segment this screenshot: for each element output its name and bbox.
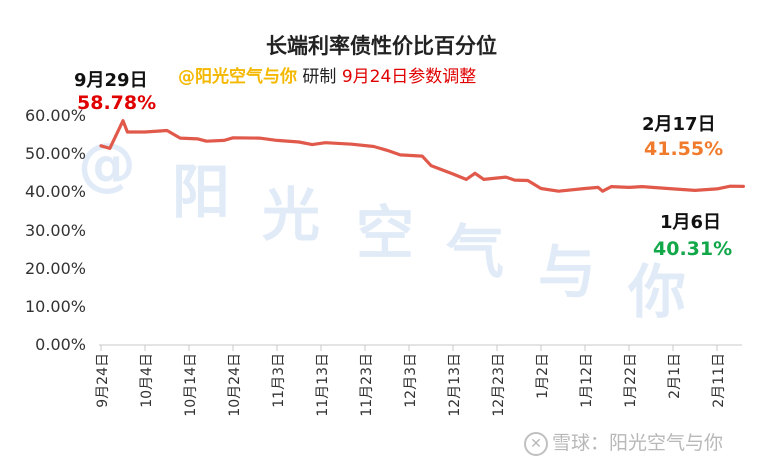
y-tick-label: 30.00% (24, 220, 86, 240)
watermark-glyph: 你 (628, 258, 687, 326)
x-tick-label: 11月13日 (315, 353, 331, 417)
x-tick-label: 11月23日 (359, 353, 375, 417)
subtitle-author: @阳光空气与你 (178, 67, 297, 87)
x-tick-label: 2月1日 (667, 353, 683, 399)
xueqiu-watermark: ✕ 雪球：阳光空气与你 (524, 428, 723, 456)
latest-date-annotation: 2月17日 (642, 114, 716, 135)
x-tick-label: 1月2日 (535, 353, 551, 399)
subtitle-made-by: 研制 (302, 67, 337, 87)
peak-value-annotation: 58.78% (77, 92, 157, 114)
x-tick-label: 12月23日 (491, 353, 507, 417)
subtitle-note: 9月24日参数调整 (341, 67, 477, 87)
latest-value-annotation: 41.55% (644, 138, 724, 160)
x-tick-label: 9月24日 (95, 353, 111, 408)
low-date-annotation: 1月6日 (660, 212, 722, 233)
y-tick-label: 50.00% (24, 144, 86, 164)
x-tick-label: 2月11日 (711, 353, 727, 408)
y-tick-label: 60.00% (24, 106, 86, 125)
watermark-glyph: 光 (262, 181, 321, 249)
chart-title: 长端利率债性价比百分位 (266, 34, 497, 58)
y-tick-label: 20.00% (24, 258, 86, 278)
x-tick-label: 12月13日 (447, 353, 463, 417)
watermark-glyph: 阳 (172, 158, 231, 226)
x-axis-ticks (100, 345, 718, 351)
x-tick-label: 1月22日 (623, 353, 639, 408)
x-tick-label: 10月4日 (139, 353, 155, 408)
x-tick-label: 10月14日 (183, 353, 199, 417)
footer-watermark-text: 雪球：阳光空气与你 (552, 432, 724, 454)
watermark-glyph: @ (78, 130, 136, 198)
watermark-glyph: 气 (446, 218, 505, 286)
xueqiu-logo-icon: ✕ (524, 431, 548, 456)
x-tick-label: 1月12日 (579, 353, 595, 408)
peak-date-annotation: 9月29日 (74, 70, 148, 91)
y-tick-label: 40.00% (24, 182, 86, 202)
watermark-glyph: 空 (356, 199, 415, 267)
chart-subtitle: @阳光空气与你 研制 9月24日参数调整 (178, 62, 476, 87)
y-tick-label: 10.00% (24, 296, 86, 316)
series-line (99, 119, 746, 193)
low-value-annotation: 40.31% (653, 238, 733, 260)
x-tick-label: 11月3日 (271, 353, 287, 408)
x-tick-label: 12月3日 (403, 353, 419, 408)
x-tick-label: 10月24日 (227, 353, 243, 417)
y-tick-label: 0.00% (35, 335, 86, 354)
watermark-glyph: 与 (538, 238, 597, 306)
